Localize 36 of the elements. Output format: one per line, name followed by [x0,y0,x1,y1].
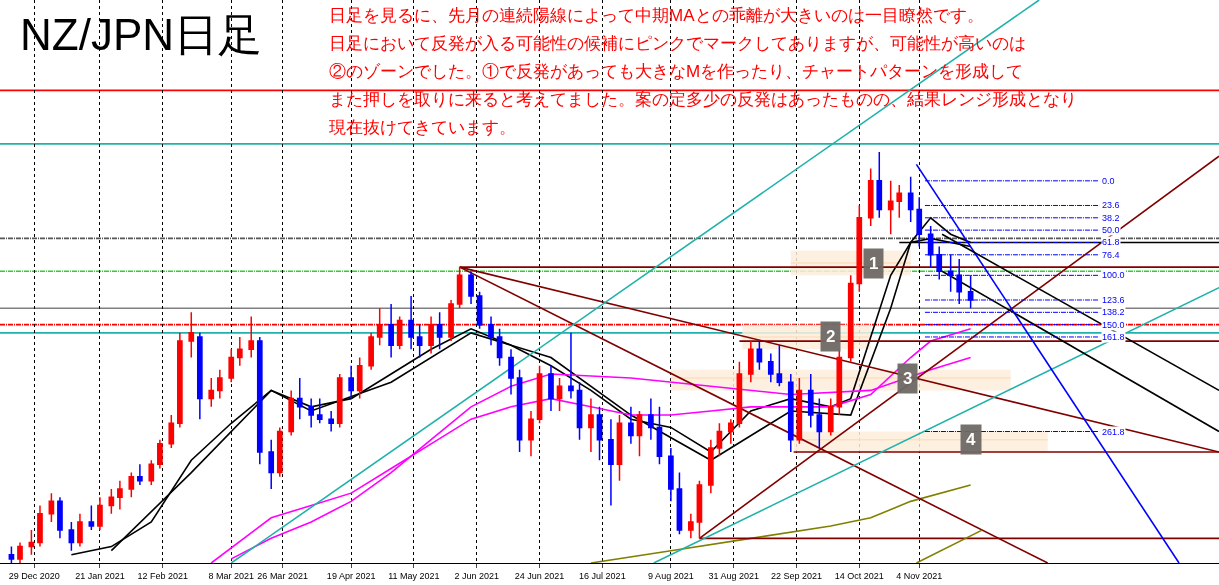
x-tick-label: 22 Sep 2021 [770,570,823,581]
series-label: 50.0 [1102,225,1120,235]
series-label: 1 [869,254,879,273]
series-label: 261.8 [1102,427,1125,437]
x-tick-label: 26 Mar 2021 [257,570,308,581]
x-tick-label: 16 Jul 2021 [579,570,626,581]
x-tick-label: 4 Nov 2021 [896,570,943,581]
series-label: 3 [903,369,913,388]
series-label: 0.0 [1102,176,1115,186]
x-tick-label: 14 Oct 2021 [834,570,884,581]
chart-title: NZ/JPN日足 [20,10,262,59]
text: また押しを取りに来ると考えてました。案の定多少の反発はあったものの、結果レンジ形成となり [329,90,1077,109]
x-tick-label: 12 Feb 2021 [137,570,188,581]
x-tick-label: 19 Apr 2021 [326,570,376,581]
x-tick-label: 8 Mar 2021 [208,570,255,581]
series-label: 150.0 [1102,320,1125,330]
series-label: 2 [826,327,836,346]
series-label: 4 [966,430,976,449]
series-label: 23.6 [1102,200,1120,210]
series-label: 38.2 [1102,213,1120,223]
series-label: 61.8 [1102,237,1120,247]
x-tick-label: 11 May 2021 [388,570,440,581]
series-label: 76.4 [1102,250,1120,260]
series-label: 161.8 [1102,332,1125,342]
series-label: 100.0 [1102,270,1125,280]
text: 日足において反発が入る可能性の候補にピンクでマークしてありますが、可能性が高いのは [329,34,1026,53]
series-label: 138.2 [1102,307,1125,317]
text: 日足を見るに、先月の連続陽線によって中期MAとの乖離が大きいのは一目瞭然です。 [329,6,984,25]
x-tick-label: 9 Aug 2021 [648,570,694,581]
x-tick-label: 21 Jan 2021 [75,570,125,581]
x-tick-label: 24 Jun 2021 [514,570,565,581]
x-tick-label: 29 Dec 2020 [8,570,60,581]
series-label: 123.6 [1102,295,1125,305]
x-tick-label: 2 Jun 2021 [454,570,500,581]
text: 現在抜けてきています。 [329,118,516,137]
x-tick-label: 31 Aug 2021 [708,570,759,581]
